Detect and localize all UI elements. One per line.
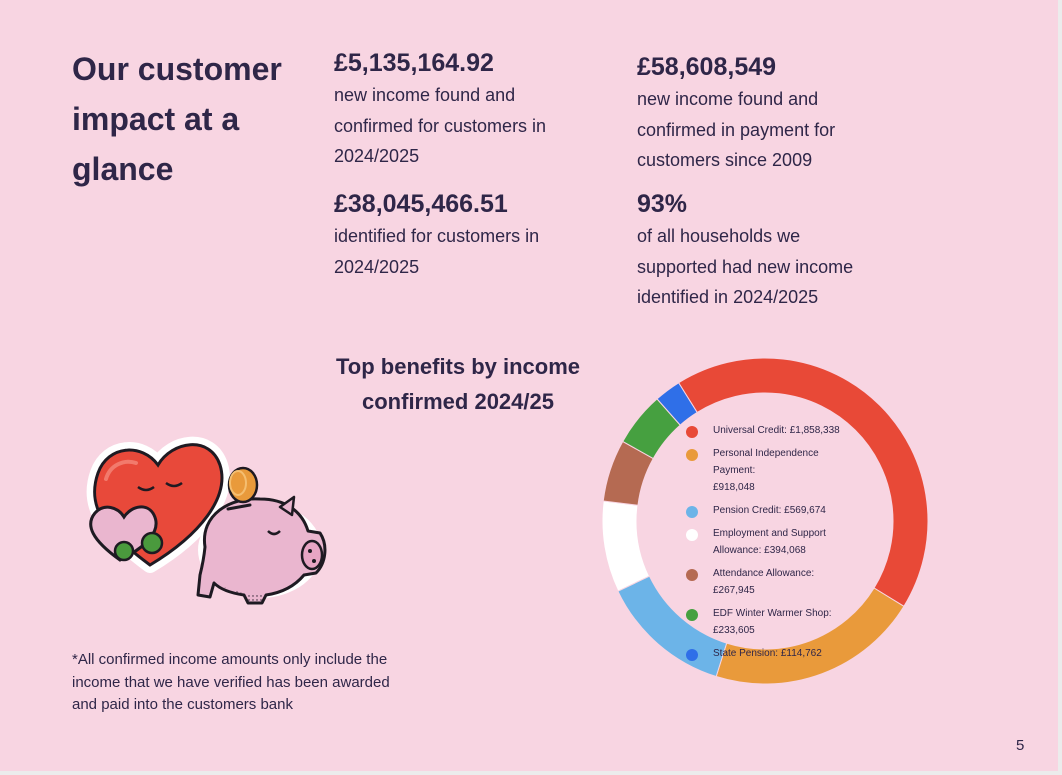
- legend-label: Pension Credit: £569,674: [713, 502, 826, 519]
- page-number: 5: [1016, 737, 1024, 754]
- stat-description: new income found and confirmed for custo…: [334, 80, 546, 172]
- legend-label: State Pension: £114,762: [713, 645, 822, 662]
- stat-description: new income found and confirmed in paymen…: [637, 84, 835, 176]
- stat-value: £5,135,164.92: [334, 48, 546, 78]
- footnote: *All confirmed income amounts only inclu…: [72, 649, 432, 717]
- legend-swatch: [686, 449, 698, 461]
- legend-item: Attendance Allowance: £267,945: [686, 567, 861, 599]
- legend-item: State Pension: £114,762: [686, 647, 861, 662]
- stat-income-identified-2024: £38,045,466.51 identified for customers …: [334, 189, 539, 282]
- legend-swatch: [686, 569, 698, 581]
- legend-item: Employment and Support Allowance: £394,0…: [686, 527, 861, 559]
- legend-label: EDF Winter Warmer Shop: £233,605: [713, 605, 832, 639]
- illustration: [80, 435, 330, 615]
- legend-item: Universal Credit: £1,858,338: [686, 424, 861, 439]
- stat-description: identified for customers in 2024/2025: [334, 221, 539, 282]
- legend-label: Employment and Support Allowance: £394,0…: [713, 525, 826, 559]
- chart-title: Top benefits by income confirmed 2024/25: [300, 349, 616, 419]
- stat-income-confirmed-2024: £5,135,164.92 new income found and confi…: [334, 48, 546, 172]
- stat-value: 93%: [637, 189, 853, 219]
- legend-swatch: [686, 529, 698, 541]
- stat-value: £38,045,466.51: [334, 189, 539, 219]
- stat-value: £58,608,549: [637, 52, 835, 82]
- stat-income-since-2009: £58,608,549 new income found and confirm…: [637, 52, 835, 176]
- page-headline: Our customer impact at a glance: [72, 44, 312, 194]
- legend-swatch: [686, 649, 698, 661]
- legend-item: Personal Independence Payment: £918,048: [686, 447, 861, 496]
- stat-households-percentage: 93% of all households we supported had n…: [637, 189, 853, 313]
- legend-label: Personal Independence Payment: £918,048: [713, 445, 861, 496]
- coin-icon: [229, 468, 257, 502]
- illustration-graphic: [80, 435, 330, 610]
- legend-item: Pension Credit: £569,674: [686, 504, 861, 519]
- legend-swatch: [686, 506, 698, 518]
- legend-item: EDF Winter Warmer Shop: £233,605: [686, 607, 861, 639]
- legend-swatch: [686, 609, 698, 621]
- chart-legend: Universal Credit: £1,858,338 Personal Ind…: [686, 424, 861, 670]
- donut-slice-employment-and-support-allowance: [602, 501, 649, 591]
- legend-swatch: [686, 426, 698, 438]
- legend-label: Attendance Allowance: £267,945: [713, 565, 814, 599]
- legend-label: Universal Credit: £1,858,338: [713, 422, 840, 439]
- stat-description: of all households we supported had new i…: [637, 221, 853, 313]
- piggy-bank-icon: [198, 497, 325, 603]
